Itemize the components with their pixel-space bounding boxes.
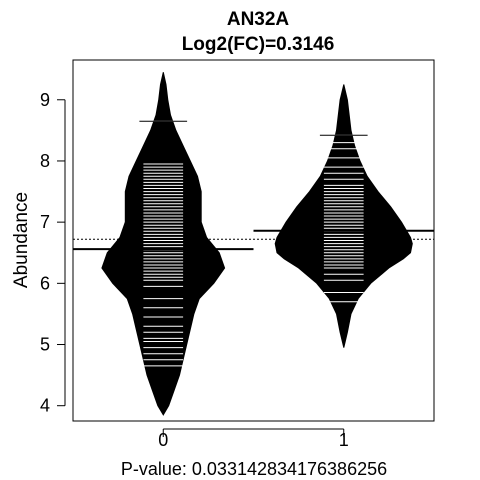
plot-frame — [72, 59, 435, 422]
y-tick-label-4: 4 — [40, 396, 50, 416]
x-tick-label-0: 0 — [158, 430, 168, 450]
beans-layer — [101, 72, 413, 416]
chart-subtitle: Log2(FC)=0.3146 — [182, 34, 335, 55]
chart-title: AN32A — [227, 9, 290, 30]
x-axis-label: P-value: 0.033142834176386256 — [121, 459, 387, 479]
y-tick-label-6: 6 — [40, 273, 50, 293]
mean-lines-layer — [73, 229, 434, 251]
y-tick-label-5: 5 — [40, 335, 50, 355]
x-tick-label-1: 1 — [339, 430, 349, 450]
y-tick-label-9: 9 — [40, 90, 50, 110]
y-axis-label: Abundance — [11, 192, 32, 288]
y-tick-label-8: 8 — [40, 151, 50, 171]
y-axis: 4 5 6 7 8 9 — [40, 90, 66, 416]
y-tick-label-7: 7 — [40, 212, 50, 232]
